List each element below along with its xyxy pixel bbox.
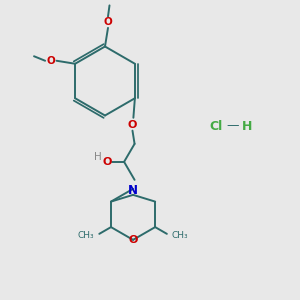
Text: O: O <box>128 120 137 130</box>
Text: H: H <box>242 119 253 133</box>
Text: CH₃: CH₃ <box>78 231 94 240</box>
Text: O: O <box>46 56 55 66</box>
Text: —: — <box>226 119 239 133</box>
Text: O: O <box>128 235 138 245</box>
Text: H: H <box>94 152 102 162</box>
Text: Cl: Cl <box>209 119 223 133</box>
Text: CH₃: CH₃ <box>172 231 189 240</box>
Text: O: O <box>103 158 112 167</box>
Text: N: N <box>128 184 138 197</box>
Text: O: O <box>103 17 112 27</box>
